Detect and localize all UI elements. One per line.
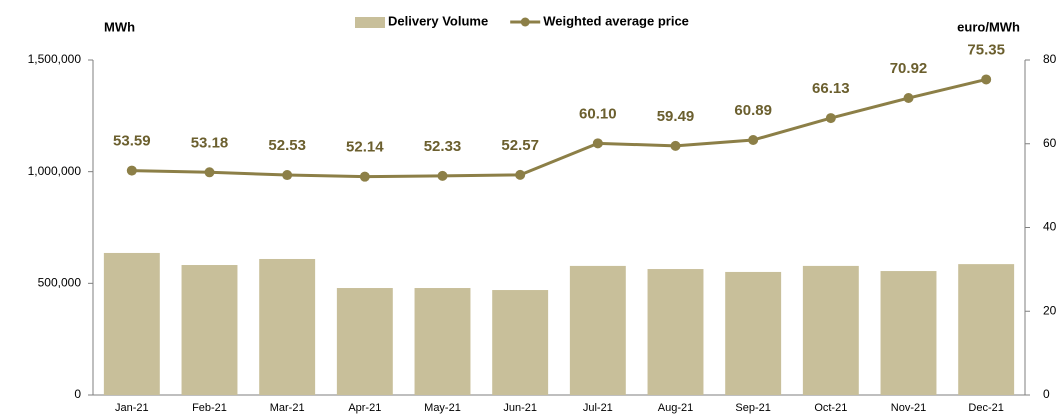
price-point (748, 135, 759, 146)
price-line (131, 78, 987, 179)
bar (492, 290, 549, 395)
value-label: 52.14 (346, 139, 384, 156)
value-label: 70.92 (890, 60, 928, 77)
y-tick-label: 500,000 (38, 276, 82, 290)
bar (569, 265, 626, 395)
x-tick-label: Jul-21 (583, 402, 613, 414)
y2-tick-label: 0 (1043, 387, 1050, 401)
value-label: 52.53 (268, 137, 306, 154)
y2-tick-label: 40 (1043, 220, 1057, 234)
value-label: 60.10 (579, 105, 617, 122)
x-tick-label: Nov-21 (891, 402, 926, 414)
y-tick-label: 1,000,000 (28, 164, 82, 178)
bar (259, 258, 316, 395)
x-tick-label: May-21 (424, 402, 461, 414)
y-axis-label: MWh (104, 19, 135, 34)
value-label: 53.18 (191, 134, 229, 151)
x-tick-label: Dec-21 (968, 402, 1003, 414)
value-label: 52.33 (424, 138, 462, 155)
price-point (126, 165, 137, 176)
x-tick-label: Jun-21 (503, 402, 537, 414)
price-point (282, 170, 293, 181)
value-label: 75.35 (967, 41, 1005, 58)
bar (958, 264, 1015, 395)
price-point (981, 74, 992, 85)
x-tick-label: Oct-21 (814, 402, 847, 414)
x-tick-label: Feb-21 (192, 402, 227, 414)
y2-tick-label: 80 (1043, 52, 1057, 66)
value-label: 59.49 (657, 108, 695, 125)
price-point (515, 169, 526, 180)
bar (336, 288, 393, 395)
price-point (825, 113, 836, 124)
price-point (670, 140, 681, 151)
y2-axis-label: euro/MWh (957, 19, 1020, 34)
y-tick-label: 0 (74, 387, 81, 401)
x-tick-label: Jan-21 (115, 402, 149, 414)
x-tick-label: Apr-21 (348, 402, 381, 414)
x-tick-label: Mar-21 (270, 402, 305, 414)
bar (725, 271, 782, 395)
x-tick-label: Aug-21 (658, 402, 693, 414)
legend-label: Weighted average price (543, 13, 689, 28)
bar (103, 252, 160, 395)
legend-label: Delivery Volume (388, 13, 488, 28)
price-point (359, 171, 370, 182)
price-point (204, 167, 215, 178)
bar (802, 265, 859, 395)
y2-tick-label: 20 (1043, 303, 1057, 317)
value-label: 52.57 (501, 137, 539, 154)
legend-swatch (355, 17, 385, 28)
y-tick-label: 1,500,000 (28, 52, 82, 66)
bar (414, 288, 471, 395)
value-label: 60.89 (734, 102, 772, 119)
price-point (592, 138, 603, 149)
y2-tick-label: 60 (1043, 136, 1057, 150)
value-label: 66.13 (812, 80, 850, 97)
x-tick-label: Sep-21 (735, 402, 770, 414)
bar (880, 271, 937, 395)
bar (647, 269, 704, 395)
bar (181, 265, 238, 395)
value-label: 53.59 (113, 133, 151, 150)
legend-swatch (520, 17, 530, 27)
price-point (903, 93, 914, 104)
price-point (437, 170, 448, 181)
